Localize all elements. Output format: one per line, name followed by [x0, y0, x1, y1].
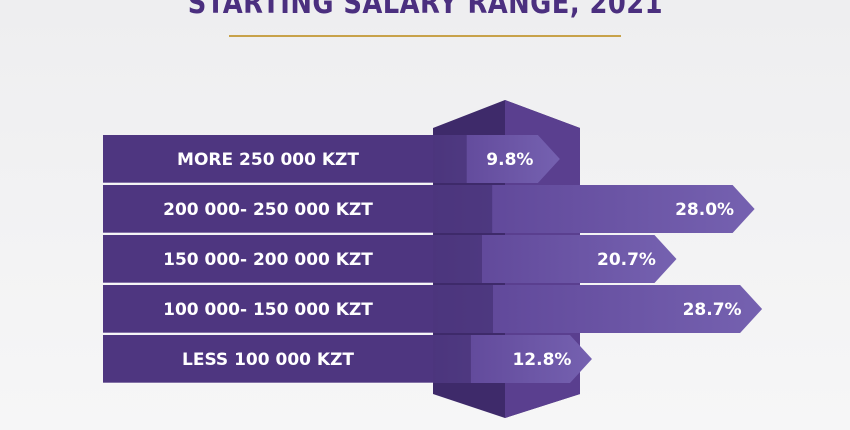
row-4: 100 000- 150 000 KZT 28.7%: [103, 285, 763, 334]
value-arrow: [433, 335, 592, 383]
category-label: 200 000- 250 000 KZT: [163, 200, 373, 220]
category-box: [103, 185, 433, 233]
category-label: LESS 100 000 KZT: [182, 350, 354, 370]
value-block-side: [433, 185, 493, 233]
value-label: 9.8%: [486, 150, 533, 170]
category-box: [103, 235, 433, 283]
value-block-side: [433, 235, 482, 283]
category-box: [103, 285, 433, 333]
value-block-side: [433, 135, 467, 183]
category-box: [103, 135, 433, 183]
title-underline: [229, 35, 621, 37]
value-label: 28.0%: [675, 200, 734, 220]
value-block-side: [433, 285, 493, 333]
category-label: 100 000- 150 000 KZT: [163, 300, 373, 320]
category-label: MORE 250 000 KZT: [177, 150, 359, 170]
row-1: MORE 250 000 KZT 9.8%: [103, 135, 560, 184]
value-arrow: [433, 235, 677, 283]
category-box: [103, 335, 433, 383]
value-label: 28.7%: [683, 300, 742, 320]
row-5: LESS 100 000 KZT 12.8%: [103, 335, 592, 384]
category-label: 150 000- 200 000 KZT: [163, 250, 373, 270]
value-label: 20.7%: [597, 250, 656, 270]
value-arrow: [433, 185, 755, 233]
rows-layer: MORE 250 000 KZT 9.8% 200 000- 250 000 KZT…: [103, 135, 763, 384]
value-label: 12.8%: [512, 350, 571, 370]
chart-title: STARTING SALARY RANGE, 2021: [187, 0, 663, 21]
row-3: 150 000- 200 000 KZT 20.7%: [103, 235, 677, 284]
title-wrap: STARTING SALARY RANGE, 2021: [0, 0, 850, 21]
value-arrow: [433, 285, 763, 333]
value-block-side: [433, 335, 471, 383]
row-2: 200 000- 250 000 KZT 28.0%: [103, 185, 755, 234]
